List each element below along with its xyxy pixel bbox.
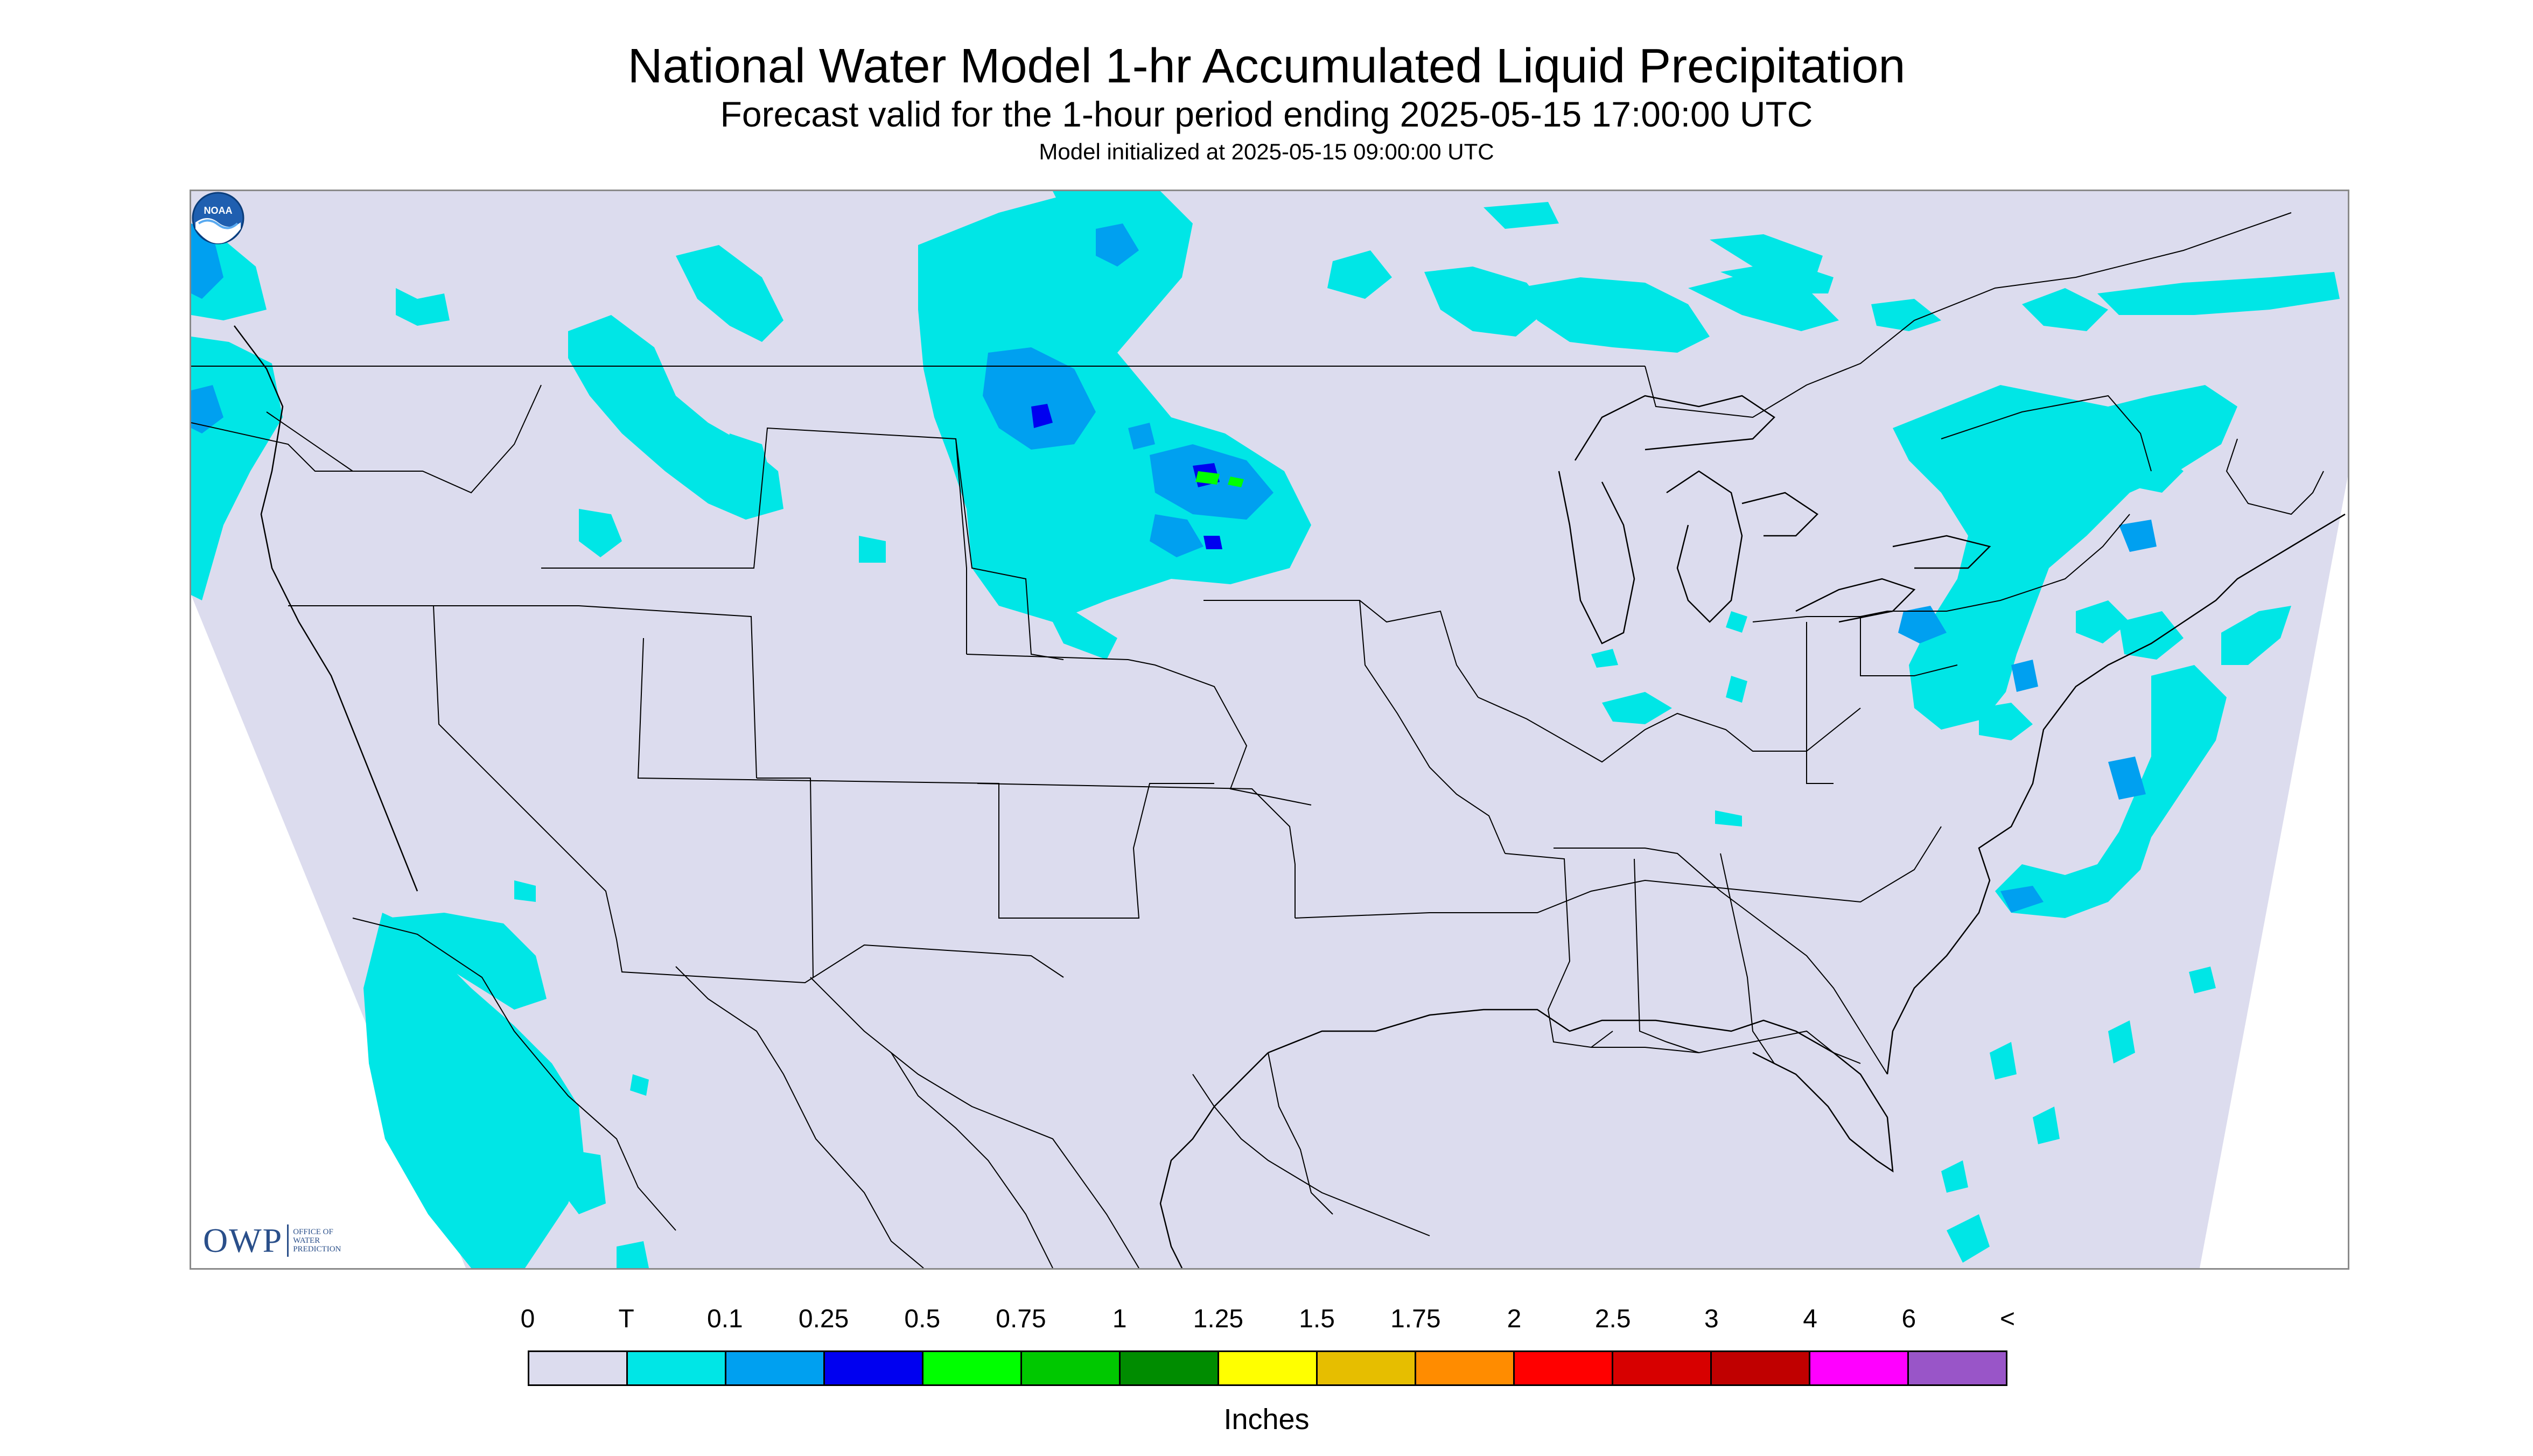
coastlines	[234, 325, 2346, 1268]
owp-logo-divider	[287, 1224, 289, 1257]
legend-tick-label: T	[618, 1305, 634, 1333]
owp-logo-line: PREDICTION	[293, 1245, 341, 1254]
legend-tick-label: 1.25	[1193, 1305, 1244, 1333]
legend-colorbar	[528, 1350, 2007, 1386]
legend-tick-label: 0.25	[798, 1305, 849, 1333]
legend-swatch	[1416, 1352, 1515, 1384]
legend-tick-label: <	[1999, 1305, 2016, 1333]
legend-swatch	[1613, 1352, 1712, 1384]
legend-swatch	[1022, 1352, 1121, 1384]
legend-units: Inches	[1223, 1403, 1310, 1436]
legend-tick-label: 0.75	[996, 1305, 1046, 1333]
legend-tick-label: 4	[1803, 1305, 1817, 1333]
precip-01-areas	[191, 223, 2157, 913]
map-title: National Water Model 1-hr Accumulated Li…	[627, 39, 1906, 93]
noaa-logo-text: NOAA	[204, 205, 233, 216]
legend-swatch	[1712, 1352, 1810, 1384]
legend-swatch	[726, 1352, 825, 1384]
legend-tick-label: 0	[520, 1305, 535, 1333]
legend-swatch	[1318, 1352, 1416, 1384]
legend-tick-label: 2	[1507, 1305, 1522, 1333]
legend-swatch	[1810, 1352, 1909, 1384]
map-canvas	[191, 191, 2348, 1268]
legend-swatch	[1515, 1352, 1613, 1384]
legend-tick-label: 2.5	[1594, 1305, 1631, 1333]
owp-logo-line: WATER	[293, 1236, 320, 1245]
legend-swatch	[825, 1352, 923, 1384]
map-subtitle: Forecast valid for the 1-hour period end…	[720, 94, 1813, 134]
model-init-text: Model initialized at 2025-05-15 09:00:00…	[1039, 139, 1494, 164]
state-boundaries	[191, 212, 2324, 1268]
noaa-logo: NOAA	[192, 192, 244, 244]
legend-swatch	[529, 1352, 628, 1384]
legend-tick-label: 3	[1704, 1305, 1719, 1333]
legend-swatch	[1121, 1352, 1219, 1384]
owp-logo-line: OFFICE OF	[293, 1228, 333, 1236]
owp-logo-text: OFFICE OF WATER PREDICTION	[293, 1228, 341, 1254]
precip-05-areas	[1195, 471, 1244, 487]
legend-tick-label: 6	[1901, 1305, 1916, 1333]
legend-tick-label: 0.5	[904, 1305, 941, 1333]
legend-tick-label: 1.75	[1390, 1305, 1441, 1333]
legend-tick-label: 1	[1112, 1305, 1127, 1333]
legend-swatch	[923, 1352, 1022, 1384]
legend-swatch	[628, 1352, 726, 1384]
precipitation-map[interactable]: OWP OFFICE OF WATER PREDICTION NOAA	[190, 190, 2349, 1270]
legend-swatch	[1909, 1352, 2006, 1384]
legend-tick-label: 0.1	[707, 1305, 743, 1333]
precip-legend: 0 T 0.1 0.25 0.5 0.75 1 1.25 1.5 1.75 2 2.5 3 4 6 <	[521, 1303, 2015, 1389]
legend-swatch	[1219, 1352, 1318, 1384]
owp-logo-mark: OWP	[203, 1221, 283, 1259]
owp-logo: OWP OFFICE OF WATER PREDICTION	[203, 1221, 341, 1261]
legend-tick-label: 1.5	[1299, 1305, 1335, 1333]
